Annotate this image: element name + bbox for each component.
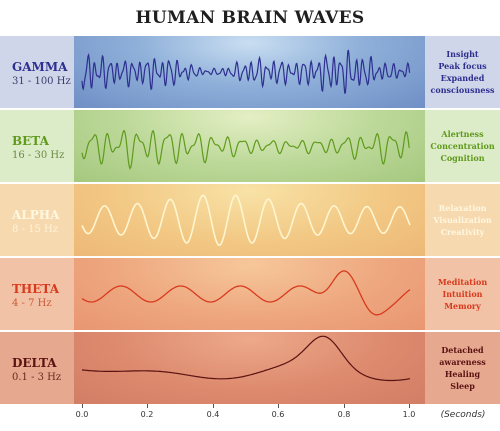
gamma-wave-svg (81, 49, 411, 95)
theta-wave-line (81, 270, 411, 316)
band-separator (0, 256, 500, 258)
wave-name-theta: THETA (12, 282, 59, 296)
band-gamma: GAMMA 31 - 100 Hz Insight Peak focus Exp… (0, 36, 500, 108)
wave-range-beta: 16 - 30 Hz (12, 150, 65, 161)
band-theta: THETA 4 - 7 Hz Meditation Intuition Memo… (0, 258, 500, 330)
wave-range-delta: 0.1 - 3 Hz (12, 372, 62, 383)
alpha-label-panel: ALPHA 8 - 15 Hz (0, 184, 74, 256)
delta-label-panel: DELTA 0.1 - 3 Hz (0, 332, 74, 404)
beta-descriptions: Alertness Concentration Cognition (425, 128, 500, 164)
wave-range-gamma: 31 - 100 Hz (12, 76, 71, 87)
theta-description-panel: Meditation Intuition Memory (425, 258, 500, 330)
gamma-desc-3: Expanded (440, 73, 485, 83)
axis-tick-label: 0.6 (271, 410, 285, 419)
beta-desc-1: Alertness (441, 129, 484, 139)
band-alpha: ALPHA 8 - 15 Hz Relaxation Visualization… (0, 184, 500, 256)
diagram-title: HUMAN BRAIN WAVES (135, 8, 365, 28)
axis-tick (409, 404, 410, 408)
wave-range-alpha: 8 - 15 Hz (12, 224, 58, 235)
beta-wave-panel (74, 110, 425, 182)
alpha-desc-3: Creativity (440, 227, 485, 237)
wave-name-beta: BETA (12, 134, 49, 148)
delta-wave-line (81, 335, 411, 382)
delta-descriptions: Detached awareness Healing Sleep (425, 344, 500, 392)
alpha-wave-panel (74, 184, 425, 256)
wave-name-delta: DELTA (12, 356, 57, 370)
delta-desc-2: awareness (439, 357, 486, 367)
delta-desc-1: Detached (441, 345, 484, 355)
axis-tick (213, 404, 214, 408)
delta-desc-4: Sleep (450, 381, 475, 391)
band-separator (0, 182, 500, 184)
axis-tick (82, 404, 83, 408)
alpha-description-panel: Relaxation Visualization Creativity (425, 184, 500, 256)
gamma-label-panel: GAMMA 31 - 100 Hz (0, 36, 74, 108)
gamma-description-panel: Insight Peak focus Expanded consciousnes… (425, 36, 500, 108)
band-separator (0, 108, 500, 110)
wave-range-theta: 4 - 7 Hz (12, 298, 52, 309)
band-delta: DELTA 0.1 - 3 Hz Detached awareness Heal… (0, 332, 500, 404)
delta-desc-3: Healing (444, 369, 481, 379)
alpha-descriptions: Relaxation Visualization Creativity (425, 202, 500, 238)
axis-unit-label: (Seconds) (440, 410, 486, 420)
alpha-desc-2: Visualization (433, 215, 492, 225)
gamma-wave-panel (74, 36, 425, 108)
beta-wave-svg (81, 129, 410, 170)
gamma-wave-line (81, 49, 411, 95)
alpha-desc-1: Relaxation (438, 203, 487, 213)
axis-tick-label: 0.2 (140, 410, 154, 419)
axis-tick-label: 0.4 (206, 410, 220, 419)
beta-wave-line (81, 129, 410, 170)
theta-desc-1: Meditation (437, 277, 488, 287)
delta-wave-panel (74, 332, 425, 404)
beta-label-panel: BETA 16 - 30 Hz (0, 110, 74, 182)
band-beta: BETA 16 - 30 Hz Alertness Concentration … (0, 110, 500, 182)
theta-desc-2: Intuition (442, 289, 483, 299)
axis-tick (278, 404, 279, 408)
theta-wave-svg (81, 270, 411, 316)
gamma-desc-4: consciousness (430, 85, 495, 95)
axis-tick-label: 1.0 (402, 410, 416, 419)
axis-tick-label: 0.0 (75, 410, 89, 419)
gamma-descriptions: Insight Peak focus Expanded consciousnes… (425, 48, 500, 96)
band-separator (0, 330, 500, 332)
axis-tick (344, 404, 345, 408)
wave-name-alpha: ALPHA (12, 208, 60, 222)
beta-desc-3: Cognition (440, 153, 485, 163)
theta-wave-panel (74, 258, 425, 330)
theta-descriptions: Meditation Intuition Memory (425, 276, 500, 312)
axis-tick (147, 404, 148, 408)
delta-wave-svg (81, 335, 411, 382)
delta-description-panel: Detached awareness Healing Sleep (425, 332, 500, 404)
alpha-wave-svg (81, 194, 411, 247)
beta-desc-2: Concentration (430, 141, 495, 151)
wave-name-gamma: GAMMA (12, 60, 68, 74)
axis-tick-label: 0.8 (337, 410, 351, 419)
beta-description-panel: Alertness Concentration Cognition (425, 110, 500, 182)
alpha-wave-line (81, 194, 411, 247)
theta-desc-3: Memory (444, 301, 481, 311)
theta-label-panel: THETA 4 - 7 Hz (0, 258, 74, 330)
gamma-desc-1: Insight (446, 49, 479, 59)
gamma-desc-2: Peak focus (438, 61, 487, 71)
